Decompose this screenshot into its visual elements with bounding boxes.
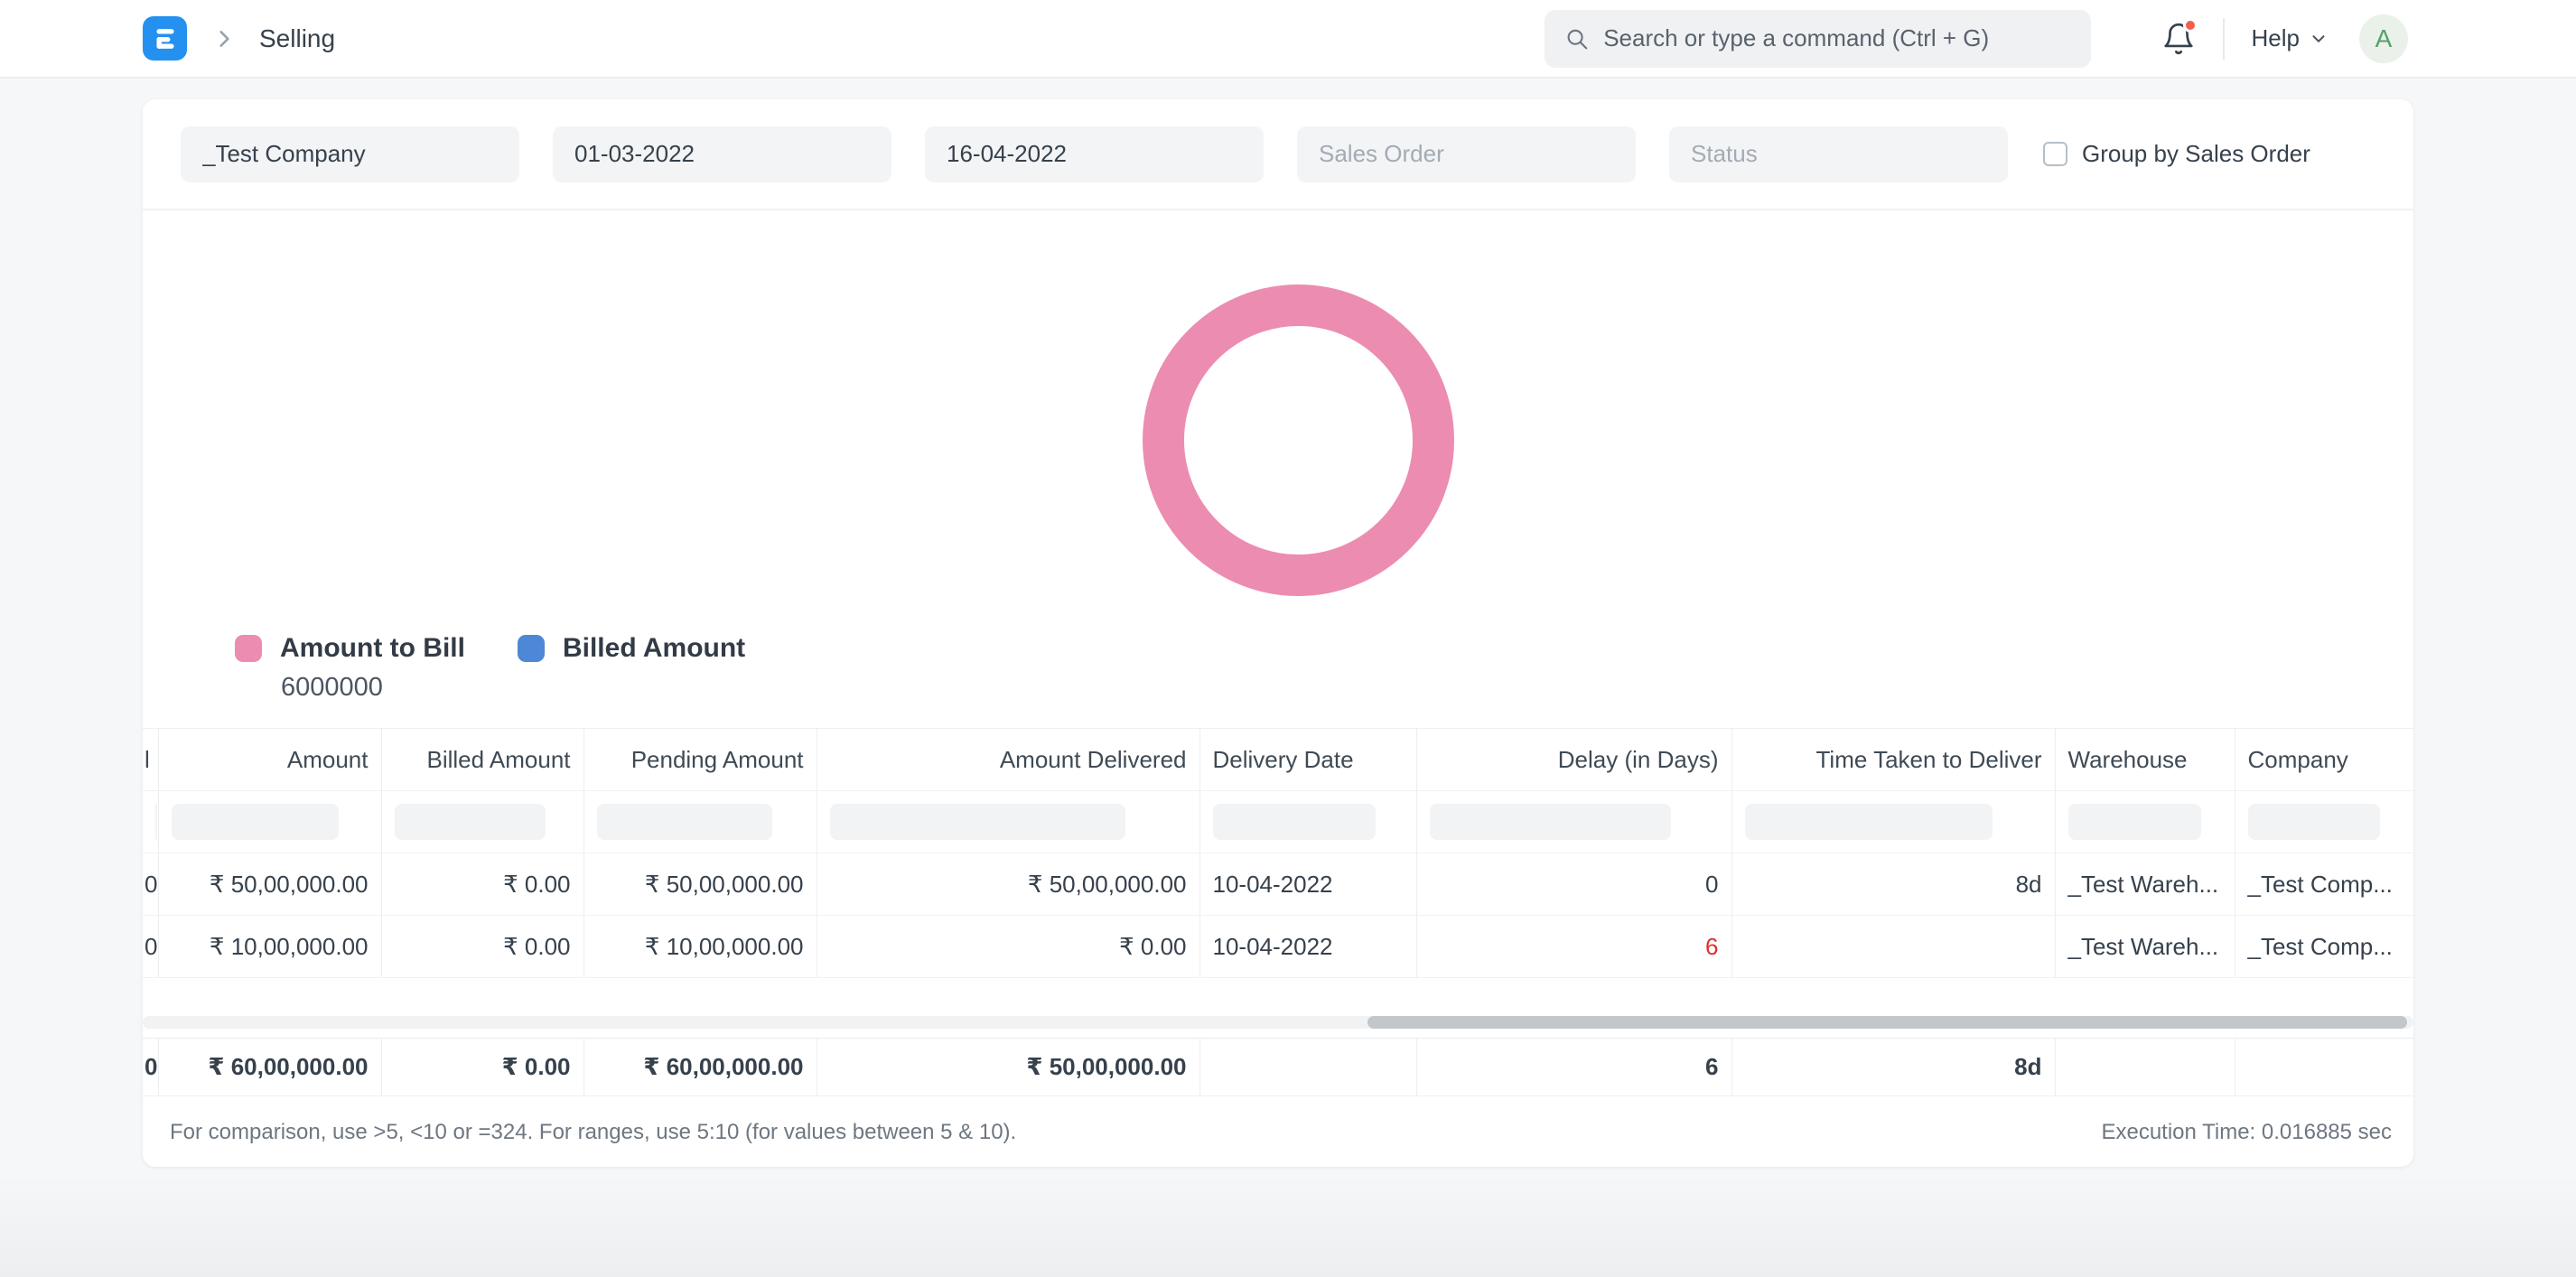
legend-label: Billed Amount	[562, 633, 746, 663]
navbar: Selling Help A	[0, 0, 2576, 79]
column-header-delivery-date[interactable]: Delivery Date	[1199, 728, 1417, 791]
total-delay: 6	[1416, 1038, 1732, 1096]
column-header-company[interactable]: Company	[2235, 728, 2413, 791]
cell-time-taken[interactable]	[1731, 915, 2056, 978]
column-header-pending-amount[interactable]: Pending Amount	[583, 728, 817, 791]
help-menu[interactable]: Help	[2252, 24, 2329, 52]
legend-label: Amount to Bill	[280, 633, 465, 663]
chart-legend: Amount to Bill Billed Amount	[235, 633, 745, 664]
legend-swatch-pink	[235, 635, 262, 662]
column-header-delay[interactable]: Delay (in Days)	[1416, 728, 1732, 791]
column-filter-input[interactable]	[2067, 804, 2201, 840]
cell-company[interactable]: _Test Comp...	[2235, 853, 2413, 916]
from-date-filter[interactable]	[553, 126, 891, 182]
total-amount-delivered: ₹ 50,00,000.00	[817, 1038, 1200, 1096]
total-row: 00 ₹ 60,00,000.00 ₹ 0.00 ₹ 60,00,000.00 …	[143, 1038, 2413, 1096]
navbar-divider	[2222, 17, 2225, 60]
column-header-amount-delivered[interactable]: Amount Delivered	[817, 728, 1200, 791]
erpnext-logo-icon[interactable]	[143, 16, 187, 61]
to-date-filter[interactable]	[925, 126, 1264, 182]
column-header-clipped[interactable]: l	[143, 728, 159, 791]
cell-warehouse[interactable]: _Test Wareh...	[2055, 915, 2235, 978]
filter-hint-text: For comparison, use >5, <10 or =324. For…	[170, 1120, 1017, 1144]
chevron-down-icon	[2312, 34, 2325, 42]
total-pending-amount: ₹ 60,00,000.00	[583, 1038, 817, 1096]
bell-icon	[2163, 23, 2193, 54]
global-search[interactable]	[1544, 9, 2091, 68]
table-row: 00 ₹ 50,00,000.00 ₹ 0.00 ₹ 50,00,000.00 …	[143, 853, 2413, 916]
report-table: l Amount Billed Amount Pending Amount Am…	[143, 728, 2413, 978]
total-row-table: 00 ₹ 60,00,000.00 ₹ 0.00 ₹ 60,00,000.00 …	[143, 1038, 2413, 1096]
group-by-label[interactable]: Group by Sales Order	[2082, 140, 2310, 167]
legend-item-billed-amount: Billed Amount	[517, 633, 746, 664]
column-header-amount[interactable]: Amount	[158, 728, 382, 791]
column-filter-input[interactable]	[394, 804, 546, 840]
column-filter-input[interactable]	[155, 804, 157, 840]
cell-clipped[interactable]: 00	[143, 853, 159, 916]
cell-amount-delivered[interactable]: ₹ 50,00,000.00	[817, 853, 1200, 916]
column-filter-input[interactable]	[596, 804, 772, 840]
column-filter-input[interactable]	[171, 804, 340, 840]
total-warehouse	[2055, 1038, 2235, 1096]
cell-delivery-date[interactable]: 10-04-2022	[1199, 915, 1417, 978]
column-filter-input[interactable]	[829, 804, 1125, 840]
search-icon	[1567, 29, 1587, 49]
cell-warehouse[interactable]: _Test Wareh...	[2055, 853, 2235, 916]
legend-swatch-blue	[517, 635, 545, 662]
breadcrumb-chevron-icon	[212, 27, 236, 51]
legend-item-amount-to-bill: Amount to Bill	[235, 633, 465, 664]
column-filter-input[interactable]	[2247, 804, 2381, 840]
table-row: 00 ₹ 10,00,000.00 ₹ 0.00 ₹ 10,00,000.00 …	[143, 915, 2413, 978]
column-filter-row	[143, 790, 2413, 853]
column-header-time-taken[interactable]: Time Taken to Deliver	[1731, 728, 2056, 791]
status-filter[interactable]	[1669, 126, 2008, 182]
total-billed-amount: ₹ 0.00	[381, 1038, 584, 1096]
help-label: Help	[2251, 24, 2300, 51]
erpnext-logo-glyph	[155, 28, 174, 49]
scrollbar-thumb[interactable]	[1367, 1016, 2407, 1029]
column-header-warehouse[interactable]: Warehouse	[2055, 728, 2235, 791]
cell-amount[interactable]: ₹ 10,00,000.00	[158, 915, 382, 978]
filter-bar: Group by Sales Order	[143, 99, 2413, 210]
table-header-row: l Amount Billed Amount Pending Amount Am…	[143, 728, 2413, 791]
cell-company[interactable]: _Test Comp...	[2235, 915, 2413, 978]
column-header-billed-amount[interactable]: Billed Amount	[381, 728, 584, 791]
cell-clipped[interactable]: 00	[143, 915, 159, 978]
group-by-checkbox[interactable]	[2043, 142, 2067, 166]
report-card: Group by Sales Order Amount to Bill Bill…	[143, 99, 2413, 1167]
cell-pending-amount[interactable]: ₹ 50,00,000.00	[583, 853, 817, 916]
cell-time-taken[interactable]: 8d	[1731, 853, 2056, 916]
company-filter[interactable]	[181, 126, 519, 182]
column-filter-input[interactable]	[1429, 804, 1671, 840]
cell-amount[interactable]: ₹ 50,00,000.00	[158, 853, 382, 916]
cell-delivery-date[interactable]: 10-04-2022	[1199, 853, 1417, 916]
avatar-initial: A	[2375, 23, 2393, 52]
breadcrumb[interactable]: Selling	[259, 23, 336, 52]
notification-dot	[2182, 17, 2198, 33]
cell-billed-amount[interactable]: ₹ 0.00	[381, 915, 584, 978]
search-input[interactable]	[1603, 24, 2071, 52]
total-time-taken: 8d	[1731, 1038, 2056, 1096]
cell-delay-warning[interactable]: 6	[1416, 915, 1732, 978]
total-company	[2235, 1038, 2413, 1096]
user-avatar[interactable]: A	[2359, 14, 2408, 63]
cell-billed-amount[interactable]: ₹ 0.00	[381, 853, 584, 916]
column-filter-input[interactable]	[1212, 804, 1376, 840]
execution-time: Execution Time: 0.016885 sec	[2101, 1120, 2392, 1144]
column-filter-input[interactable]	[1744, 804, 1993, 840]
total-amount: ₹ 60,00,000.00	[158, 1038, 382, 1096]
horizontal-scrollbar	[143, 1016, 2413, 1029]
sales-order-filter[interactable]	[1297, 126, 1636, 182]
notifications-button[interactable]	[2161, 17, 2198, 56]
report-footer: For comparison, use >5, <10 or =324. For…	[143, 1096, 2413, 1167]
chart-area: Amount to Bill Billed Amount 6000000	[143, 210, 2413, 728]
group-by-sales-order: Group by Sales Order	[2043, 140, 2310, 168]
chart-selected-value: 6000000	[281, 673, 383, 702]
donut-chart	[1143, 284, 1454, 596]
total-clipped: 00	[143, 1038, 159, 1096]
cell-pending-amount[interactable]: ₹ 10,00,000.00	[583, 915, 817, 978]
cell-delay[interactable]: 0	[1416, 853, 1732, 916]
total-delivery-date	[1199, 1038, 1417, 1096]
cell-amount-delivered[interactable]: ₹ 0.00	[817, 915, 1200, 978]
